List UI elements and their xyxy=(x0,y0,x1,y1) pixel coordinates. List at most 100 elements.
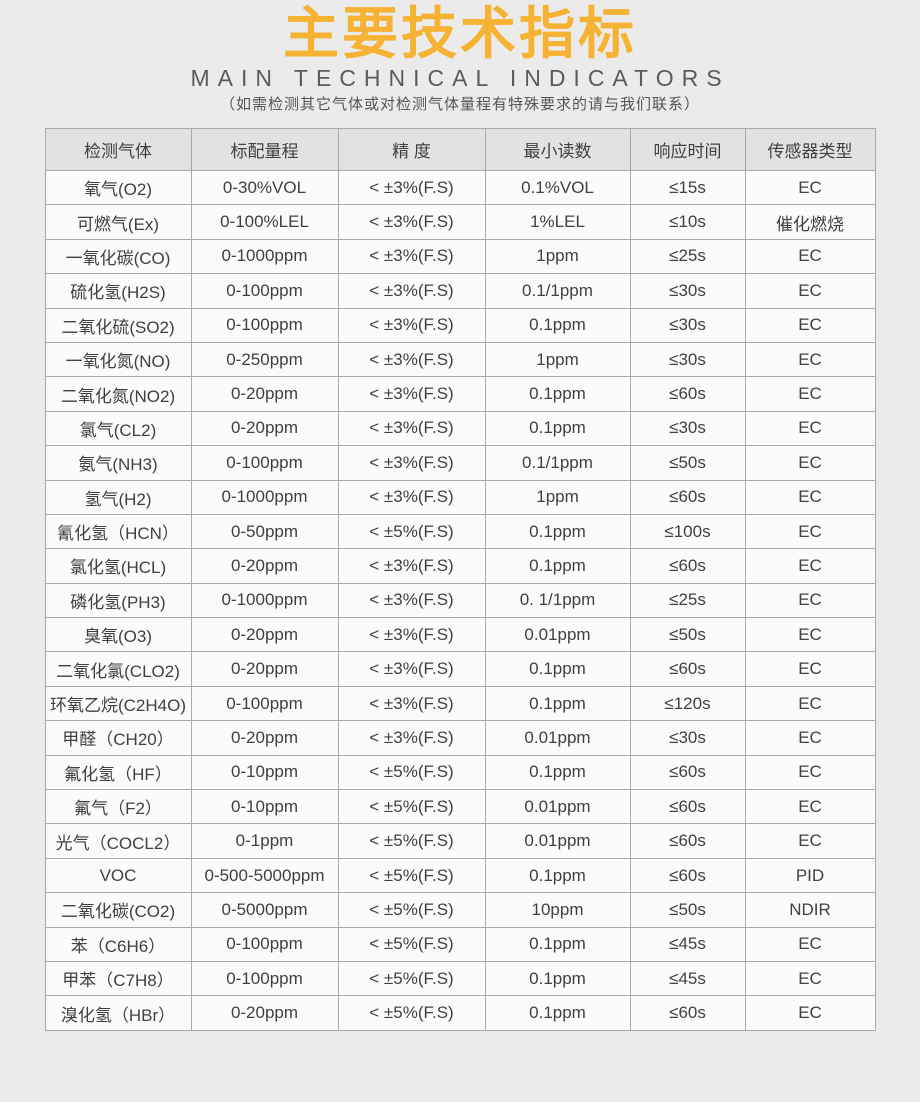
table-row: 氯化氢(HCL) 0-20ppm < ±3%(F.S) 0.1ppm ≤60s EC xyxy=(44,548,876,584)
table-row: 二氧化氮(NO2) 0-20ppm < ±3%(F.S) 0.1ppm ≤60s EC xyxy=(44,376,876,412)
cell-precision: < ±3%(F.S) xyxy=(337,582,486,619)
cell-precision: < ±5%(F.S) xyxy=(337,892,486,928)
table-row: 可燃气(Ex) 0-100%LEL < ±3%(F.S) 1%LEL ≤10s 催化燃烧 xyxy=(44,204,876,240)
column-header-sensor-type: 传感器类型 xyxy=(744,128,876,171)
cell-response-time: ≤30s xyxy=(629,410,746,447)
cell-gas: 磷化氢(PH3) xyxy=(44,582,192,619)
cell-precision: < ±3%(F.S) xyxy=(337,410,486,447)
column-header-gas: 检测气体 xyxy=(44,128,192,171)
cell-precision: < ±3%(F.S) xyxy=(337,341,486,378)
cell-precision: < ±3%(F.S) xyxy=(337,720,486,756)
cell-min-reading: 0.1ppm xyxy=(484,685,631,722)
cell-range: 0-100ppm xyxy=(190,307,339,343)
cell-gas: 臭氧(O3) xyxy=(44,617,192,653)
cell-response-time: ≤60s xyxy=(629,548,746,584)
cell-sensor-type: EC xyxy=(744,617,876,653)
table-row: 氟化氢（HF） 0-10ppm < ±5%(F.S) 0.1ppm ≤60s EC xyxy=(44,754,876,791)
cell-sensor-type: EC xyxy=(744,410,876,447)
cell-gas: 可燃气(Ex) xyxy=(44,204,192,240)
cell-response-time: ≤25s xyxy=(629,238,746,275)
cell-range: 0-100ppm xyxy=(190,960,339,997)
cell-precision: < ±3%(F.S) xyxy=(337,445,486,481)
cell-sensor-type: EC xyxy=(744,479,876,515)
table-row: 甲苯（C7H8） 0-100ppm < ±5%(F.S) 0.1ppm ≤45s EC xyxy=(44,960,876,997)
cell-min-reading: 0.1ppm xyxy=(484,926,631,962)
cell-precision: < ±3%(F.S) xyxy=(337,651,486,687)
cell-sensor-type: EC xyxy=(744,685,876,722)
cell-range: 0-50ppm xyxy=(190,513,339,550)
cell-min-reading: 1ppm xyxy=(484,479,631,515)
cell-sensor-type: PID xyxy=(744,857,876,894)
cell-response-time: ≤60s xyxy=(629,789,746,825)
contact-note: （如需检测其它气体或对检测气体量程有特殊要求的请与我们联系） xyxy=(219,96,700,113)
cell-range: 0-250ppm xyxy=(190,341,339,378)
cell-gas: VOC xyxy=(44,857,192,894)
cell-response-time: ≤60s xyxy=(629,651,746,687)
cell-min-reading: 0.1ppm xyxy=(484,410,631,447)
cell-gas: 氧气(O2) xyxy=(44,169,192,206)
page-title: 主要技术指标 xyxy=(283,2,637,65)
cell-response-time: ≤30s xyxy=(629,273,746,309)
cell-precision: < ±3%(F.S) xyxy=(337,204,486,240)
cell-sensor-type: EC xyxy=(744,169,876,206)
header-row: 检测气体 标配量程精 度最小读数 响应时间 传感器类型 xyxy=(44,128,876,171)
cell-min-reading: 1%LEL xyxy=(484,204,631,240)
cell-response-time: ≤45s xyxy=(629,960,746,997)
table-row: 光气（COCL2） 0-1ppm < ±5%(F.S) 0.01ppm ≤60s EC xyxy=(44,823,876,859)
table-row: 氰化氢（HCN） 0-50ppm < ±5%(F.S) 0.1ppm ≤100s EC xyxy=(44,513,876,550)
cell-sensor-type: EC xyxy=(744,960,876,997)
cell-range: 0-20ppm xyxy=(190,995,339,1031)
cell-min-reading: 0.01ppm xyxy=(484,720,631,756)
table-row: 一氧化氮(NO) 0-250ppm < ±3%(F.S) 1ppm ≤30s EC xyxy=(44,341,876,378)
cell-sensor-type: EC xyxy=(744,445,876,481)
table-row: 氨气(NH3) 0-100ppm < ±3%(F.S) 0.1/1ppm ≤50s EC xyxy=(44,445,876,481)
cell-sensor-type: EC xyxy=(744,995,876,1031)
table-row: VOC 0-500-5000ppm < ±5%(F.S) 0.1ppm ≤60s PID xyxy=(44,857,876,894)
cell-gas: 氟化氢（HF） xyxy=(44,754,192,791)
cell-response-time: ≤30s xyxy=(629,720,746,756)
cell-range: 0-30%VOL xyxy=(190,169,339,206)
cell-response-time: ≤60s xyxy=(629,995,746,1031)
cell-precision: < ±3%(F.S) xyxy=(337,273,486,309)
table-row: 氧气(O2) 0-30%VOL < ±3%(F.S) 0.1%VOL ≤15s EC xyxy=(44,169,876,206)
cell-precision: < ±5%(F.S) xyxy=(337,926,486,962)
cell-precision: < ±3%(F.S) xyxy=(337,169,486,206)
table-row: 苯（C6H6） 0-100ppm < ±5%(F.S) 0.1ppm ≤45s EC xyxy=(44,926,876,962)
cell-precision: < ±5%(F.S) xyxy=(337,823,486,859)
cell-precision: < ±5%(F.S) xyxy=(337,960,486,997)
cell-gas: 二氧化氯(CLO2) xyxy=(44,651,192,687)
cell-sensor-type: EC xyxy=(744,789,876,825)
cell-min-reading: 0.1ppm xyxy=(484,307,631,343)
cell-range: 0-100%LEL xyxy=(190,204,339,240)
column-header-range: 标配量程 xyxy=(190,128,339,171)
cell-precision: < ±3%(F.S) xyxy=(337,479,486,515)
cell-sensor-type: EC xyxy=(744,651,876,687)
column-header-precision: 精 度 xyxy=(337,128,486,171)
cell-sensor-type: EC xyxy=(744,754,876,791)
cell-min-reading: 0.01ppm xyxy=(484,789,631,825)
cell-precision: < ±3%(F.S) xyxy=(337,617,486,653)
cell-precision: < ±5%(F.S) xyxy=(337,789,486,825)
cell-range: 0-1ppm xyxy=(190,823,339,859)
cell-min-reading: 0.01ppm xyxy=(484,823,631,859)
cell-gas: 硫化氢(H2S) xyxy=(44,273,192,309)
cell-range: 0-20ppm xyxy=(190,651,339,687)
cell-range: 0-5000ppm xyxy=(190,892,339,928)
cell-sensor-type: EC xyxy=(744,582,876,619)
table-row: 二氧化碳(CO2) 0-5000ppm < ±5%(F.S) 10ppm ≤50s NDI… xyxy=(44,892,876,928)
cell-gas: 二氧化氮(NO2) xyxy=(44,376,192,412)
cell-range: 0-20ppm xyxy=(190,548,339,584)
cell-min-reading: 1ppm xyxy=(484,341,631,378)
cell-precision: < ±5%(F.S) xyxy=(337,513,486,550)
cell-gas: 环氧乙烷(C2H4O) xyxy=(44,685,192,722)
spec-table: 检测气体 标配量程精 度最小读数 响应时间 传感器类型 氧气(O2) 0-30%VOL <… xyxy=(44,128,876,1031)
table-row: 甲醛（CH20） 0-20ppm < ±3%(F.S) 0.01ppm ≤30s EC xyxy=(44,720,876,756)
cell-range: 0-10ppm xyxy=(190,754,339,791)
cell-gas: 二氧化硫(SO2) xyxy=(44,307,192,343)
table-row: 氢气(H2) 0-1000ppm < ±3%(F.S) 1ppm ≤60s EC xyxy=(44,479,876,515)
cell-sensor-type: EC xyxy=(744,238,876,275)
cell-range: 0-1000ppm xyxy=(190,479,339,515)
cell-gas: 二氧化碳(CO2) xyxy=(44,892,192,928)
cell-gas: 一氧化氮(NO) xyxy=(44,341,192,378)
cell-response-time: ≤60s xyxy=(629,376,746,412)
